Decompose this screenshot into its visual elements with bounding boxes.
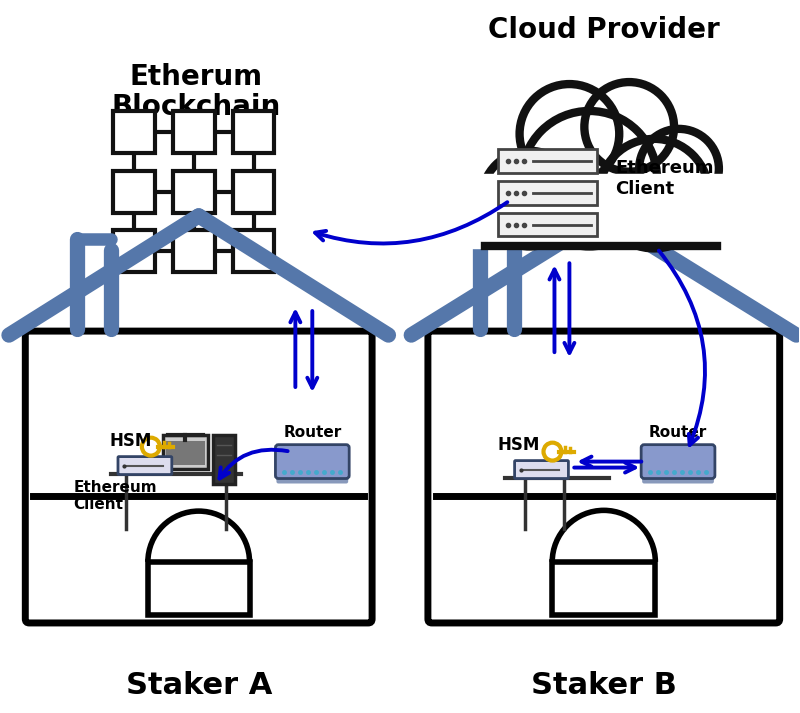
Text: Ethereum
Client: Ethereum Client <box>615 159 714 198</box>
Text: Router: Router <box>283 425 342 440</box>
Bar <box>470 174 749 248</box>
FancyBboxPatch shape <box>498 180 598 205</box>
FancyBboxPatch shape <box>233 170 274 212</box>
FancyBboxPatch shape <box>166 441 205 465</box>
FancyBboxPatch shape <box>428 331 780 623</box>
FancyBboxPatch shape <box>173 230 214 272</box>
FancyBboxPatch shape <box>113 111 155 153</box>
FancyBboxPatch shape <box>514 461 569 478</box>
FancyBboxPatch shape <box>113 230 155 272</box>
Text: Cloud Provider: Cloud Provider <box>489 16 720 44</box>
Text: Staker A: Staker A <box>126 671 272 699</box>
Text: Etherum
Blockchain: Etherum Blockchain <box>111 63 280 121</box>
Circle shape <box>639 129 719 209</box>
Text: HSM: HSM <box>498 436 540 453</box>
FancyBboxPatch shape <box>642 471 714 483</box>
Circle shape <box>584 82 674 172</box>
Text: Router: Router <box>649 425 707 440</box>
Circle shape <box>482 151 578 247</box>
Text: Ethereum
Client: Ethereum Client <box>73 480 157 512</box>
Circle shape <box>519 84 619 184</box>
FancyBboxPatch shape <box>113 170 155 212</box>
Circle shape <box>599 139 709 248</box>
FancyBboxPatch shape <box>498 149 598 173</box>
FancyBboxPatch shape <box>173 111 214 153</box>
FancyBboxPatch shape <box>275 445 349 478</box>
FancyBboxPatch shape <box>233 230 274 272</box>
FancyBboxPatch shape <box>213 435 234 485</box>
FancyBboxPatch shape <box>277 471 348 483</box>
Wedge shape <box>148 511 250 562</box>
Wedge shape <box>552 511 655 562</box>
FancyBboxPatch shape <box>233 111 274 153</box>
FancyBboxPatch shape <box>163 435 208 468</box>
FancyBboxPatch shape <box>498 212 598 237</box>
FancyBboxPatch shape <box>118 456 172 475</box>
FancyBboxPatch shape <box>173 170 214 212</box>
Bar <box>552 562 655 615</box>
Text: HSM: HSM <box>109 431 151 450</box>
Bar <box>148 562 250 615</box>
Text: Staker B: Staker B <box>531 671 677 699</box>
Circle shape <box>522 111 657 247</box>
FancyBboxPatch shape <box>26 331 372 623</box>
FancyBboxPatch shape <box>641 445 715 478</box>
